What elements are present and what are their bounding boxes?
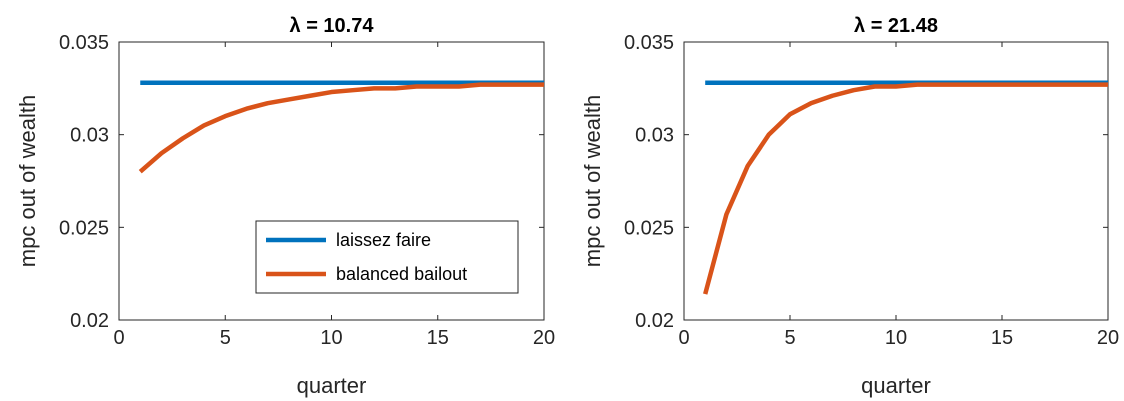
legend-label: balanced bailout — [336, 264, 467, 284]
x-tick-label: 0 — [113, 327, 124, 349]
legend: laissez faire balanced bailout — [255, 220, 519, 294]
legend-box — [255, 220, 519, 294]
y-tick-label: 0.03 — [70, 125, 109, 147]
y-axis-label: mpc out of wealth — [15, 95, 40, 267]
legend-label: laissez faire — [336, 230, 431, 250]
y-tick-label: 0.02 — [635, 310, 674, 332]
x-tick-label: 15 — [427, 327, 449, 349]
x-tick-label: 10 — [320, 327, 342, 349]
y-tick-label: 0.02 — [70, 310, 109, 332]
x-tick-label: 20 — [533, 327, 555, 349]
x-tick-label: 20 — [1097, 327, 1119, 349]
chart-title: λ = 10.74 — [290, 15, 375, 37]
series-line-balanced-bailout — [138, 82, 544, 174]
x-tick-label: 5 — [784, 327, 795, 349]
x-tick-label: 5 — [220, 327, 231, 349]
chart-panel-2: 0 5 10 15 20 0.02 0.025 0.03 0.035 λ = 21.48 quart… — [580, 15, 1119, 398]
y-axis-label: mpc out of wealth — [580, 95, 605, 267]
y-tick-label: 0.035 — [59, 32, 109, 54]
x-tick-label: 15 — [991, 327, 1013, 349]
chart-panel-1: 0 5 10 15 20 0.02 0.025 0.03 0.035 λ = 10.74 quart… — [15, 15, 555, 398]
chart-title: λ = 21.48 — [854, 15, 938, 37]
y-tick-label: 0.03 — [635, 125, 674, 147]
y-tick-label: 0.035 — [624, 32, 674, 54]
x-tick-label: 0 — [678, 327, 689, 349]
y-tick-label: 0.025 — [624, 217, 674, 239]
series-line-balanced-bailout — [703, 82, 1108, 295]
x-axis-label: quarter — [297, 373, 367, 398]
y-tick-label: 0.025 — [59, 217, 109, 239]
x-tick-label: 10 — [885, 327, 907, 349]
x-axis-label: quarter — [861, 373, 931, 398]
